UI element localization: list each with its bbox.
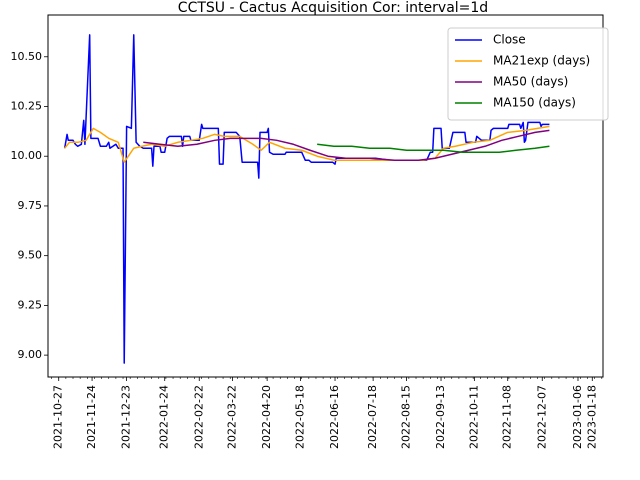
x-tick-label: 2022-08-15 xyxy=(399,385,412,449)
x-tick-label: 2022-11-08 xyxy=(501,385,514,449)
plot-frame xyxy=(47,14,604,378)
y-tick-label: 9.00 xyxy=(18,348,43,361)
x-tick-label: 2022-12-07 xyxy=(535,385,548,449)
x-tick-label: 2022-04-20 xyxy=(260,385,273,449)
series-line-1 xyxy=(64,125,550,163)
x-tick-label: 2022-09-13 xyxy=(434,385,447,449)
legend-box xyxy=(447,27,609,121)
legend-label: MA21exp (days) xyxy=(493,54,590,68)
x-tick-label: 2022-10-11 xyxy=(467,385,480,449)
x-tick-label: 2022-05-18 xyxy=(293,385,306,449)
legend-label: MA150 (days) xyxy=(493,96,576,110)
series-line-2 xyxy=(143,129,550,161)
y-tick-label: 10.25 xyxy=(11,99,43,112)
legend-label: Close xyxy=(493,33,526,47)
x-tick-label: 2022-03-22 xyxy=(226,385,239,449)
chart-title: CCTSU - Cactus Acquisition Cor: interval… xyxy=(178,0,488,16)
series-line-3 xyxy=(317,143,550,153)
plot-lines xyxy=(63,34,550,364)
x-tick-label: 2022-06-16 xyxy=(328,385,341,449)
x-tick-label: 2021-11-24 xyxy=(85,385,98,449)
x-tick-label: 2023-01-06 xyxy=(571,385,584,449)
series-line-0 xyxy=(63,34,550,364)
y-tick-label: 10.00 xyxy=(11,149,43,162)
x-tick-label: 2023-01-18 xyxy=(585,385,598,449)
legend-label: MA50 (days) xyxy=(493,75,568,89)
x-tick-label: 2021-10-27 xyxy=(52,385,65,449)
y-tick-label: 10.50 xyxy=(11,50,43,63)
legend: Close MA21exp (days) MA50 (days) MA150 (day… xyxy=(447,27,609,121)
y-tick-label: 9.75 xyxy=(18,199,43,212)
y-tick-label: 9.25 xyxy=(18,298,43,311)
y-axis: 9.00 9.25 9.50 9.75 10.00 10.25 10.50 xyxy=(11,50,48,361)
y-tick-label: 9.50 xyxy=(18,249,43,262)
x-tick-label: 2022-07-18 xyxy=(366,385,379,449)
x-tick-label: 2022-02-22 xyxy=(192,385,205,449)
x-axis: 2021-10-27 2021-11-24 2021-12-23 2022-01-24… xyxy=(51,377,603,449)
x-tick-label: 2021-12-23 xyxy=(120,385,133,449)
x-tick-label: 2022-01-24 xyxy=(158,385,171,449)
